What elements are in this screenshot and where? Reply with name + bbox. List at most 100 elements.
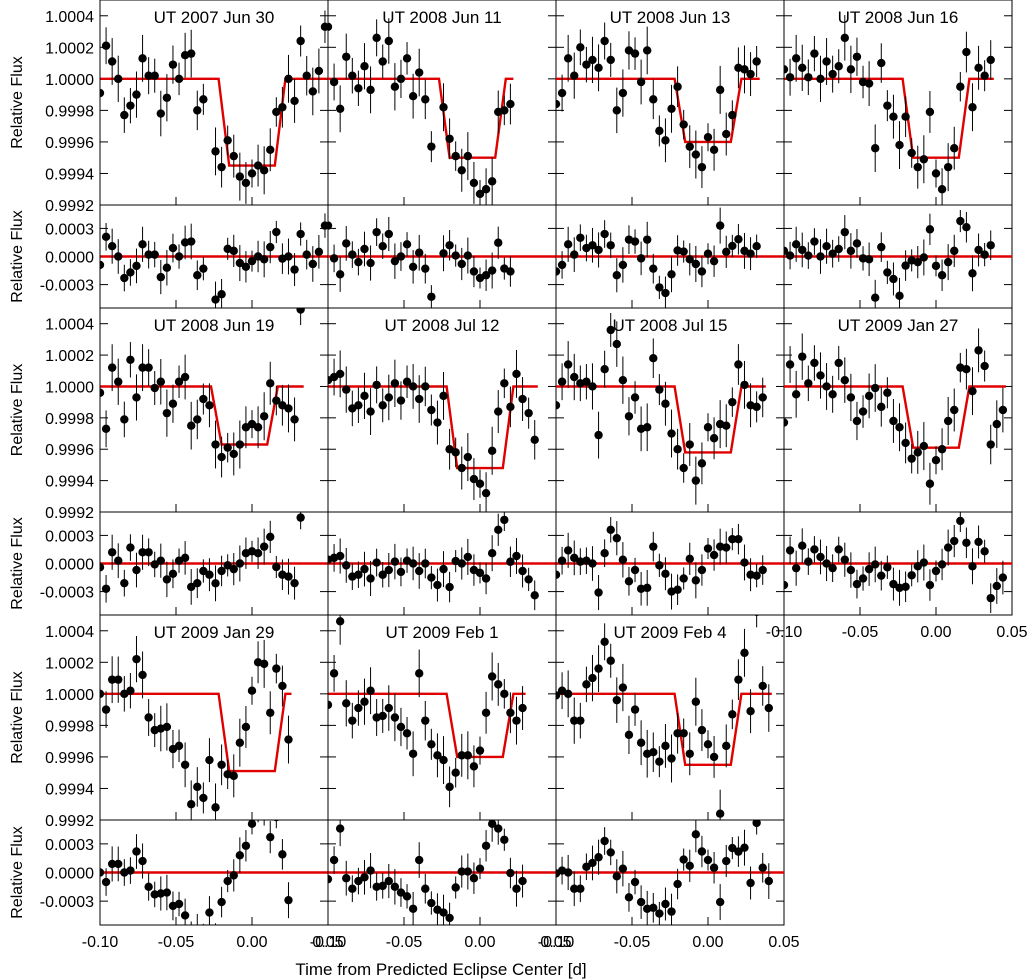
x-tick-label: -0.05 — [386, 934, 423, 951]
data-point — [320, 22, 328, 32]
light-curve-panel: UT 2008 Jun 11 — [327, 0, 557, 309]
data-point — [655, 126, 664, 136]
x-tick-label: 0.00 — [920, 624, 951, 641]
residual-point — [643, 235, 652, 244]
residual-point — [816, 552, 825, 562]
data-point — [445, 134, 454, 143]
residual-point — [877, 242, 886, 252]
data-point — [360, 697, 369, 706]
data-point — [211, 147, 220, 156]
residual-point — [582, 862, 591, 871]
residual-point — [746, 249, 755, 258]
data-point — [828, 69, 837, 79]
data-point — [354, 401, 363, 410]
flux-axes-frame — [99, 614, 329, 821]
data-point — [919, 441, 929, 451]
data-point — [229, 771, 238, 781]
data-point — [828, 390, 837, 399]
data-point — [278, 103, 287, 112]
residual-point — [120, 273, 129, 283]
residual-point — [728, 843, 737, 853]
data-point — [691, 697, 701, 706]
x-tick-label: 0.00 — [692, 934, 723, 951]
residual-point — [445, 582, 454, 592]
residual-point — [913, 562, 922, 571]
data-point — [235, 738, 245, 747]
residual-point — [612, 271, 621, 280]
residual-point — [618, 555, 628, 564]
data-point — [636, 738, 646, 747]
data-point — [427, 740, 436, 749]
residual-point — [612, 534, 621, 543]
x-tick-label: -0.05 — [158, 934, 195, 951]
data-point — [600, 36, 609, 46]
residual-point — [235, 559, 245, 568]
data-point — [217, 760, 226, 770]
panel-title: UT 2008 Jul 12 — [385, 316, 500, 335]
data-point — [187, 421, 196, 430]
data-point — [846, 65, 856, 74]
residual-point — [296, 513, 305, 522]
residual-point — [457, 559, 466, 568]
data-point — [822, 57, 831, 66]
residual-point — [752, 571, 761, 580]
data-point — [649, 354, 658, 363]
residual-point — [791, 563, 801, 573]
residual-point — [570, 250, 579, 259]
data-point — [618, 88, 628, 98]
residual-point — [205, 908, 214, 917]
residual-point — [506, 267, 515, 276]
data-point — [858, 407, 868, 416]
residual-point — [481, 271, 491, 280]
residual-point — [606, 848, 615, 857]
residual-point — [372, 558, 381, 567]
residual-point — [594, 853, 603, 862]
residual-point — [314, 247, 324, 257]
data-point — [126, 101, 135, 110]
residual-point — [840, 227, 849, 237]
data-point — [594, 430, 603, 440]
residual-point — [107, 548, 117, 557]
y-axis-label: Relative Flux — [9, 671, 26, 763]
data-point — [463, 151, 473, 161]
data-point — [187, 49, 196, 58]
data-point — [834, 62, 843, 71]
data-point — [883, 388, 892, 397]
data-point — [241, 722, 251, 732]
eclipse-model-line — [328, 692, 526, 759]
data-point — [722, 741, 731, 751]
data-point — [746, 706, 755, 716]
residual-point — [481, 574, 491, 583]
residual-point — [943, 543, 953, 552]
data-point — [427, 405, 436, 415]
flux-plot-area — [100, 10, 328, 204]
data-point — [402, 377, 412, 386]
data-point — [649, 95, 658, 104]
residual-point — [667, 270, 676, 279]
residual-point — [408, 904, 418, 913]
data-point — [272, 107, 281, 117]
residual-point — [931, 261, 941, 271]
data-point — [415, 669, 424, 678]
data-point — [132, 654, 141, 664]
residual-point — [703, 855, 713, 865]
y-tick-label: 0.9994 — [45, 781, 94, 798]
data-point — [235, 172, 245, 181]
data-point — [563, 360, 573, 369]
residual-point — [588, 858, 597, 868]
data-point — [290, 96, 299, 106]
residual-point — [138, 856, 147, 866]
residual-point — [512, 551, 521, 561]
data-point — [199, 793, 208, 803]
data-point — [366, 407, 375, 416]
residual-point — [217, 897, 226, 907]
residual-point — [588, 559, 597, 568]
residual-point — [211, 937, 219, 945]
light-curve-panel: UT 2008 Jul 15 — [555, 307, 785, 616]
data-point — [752, 57, 761, 66]
data-point — [384, 703, 393, 713]
residual-point — [162, 888, 172, 897]
data-point — [822, 382, 831, 391]
residual-point — [199, 931, 207, 939]
